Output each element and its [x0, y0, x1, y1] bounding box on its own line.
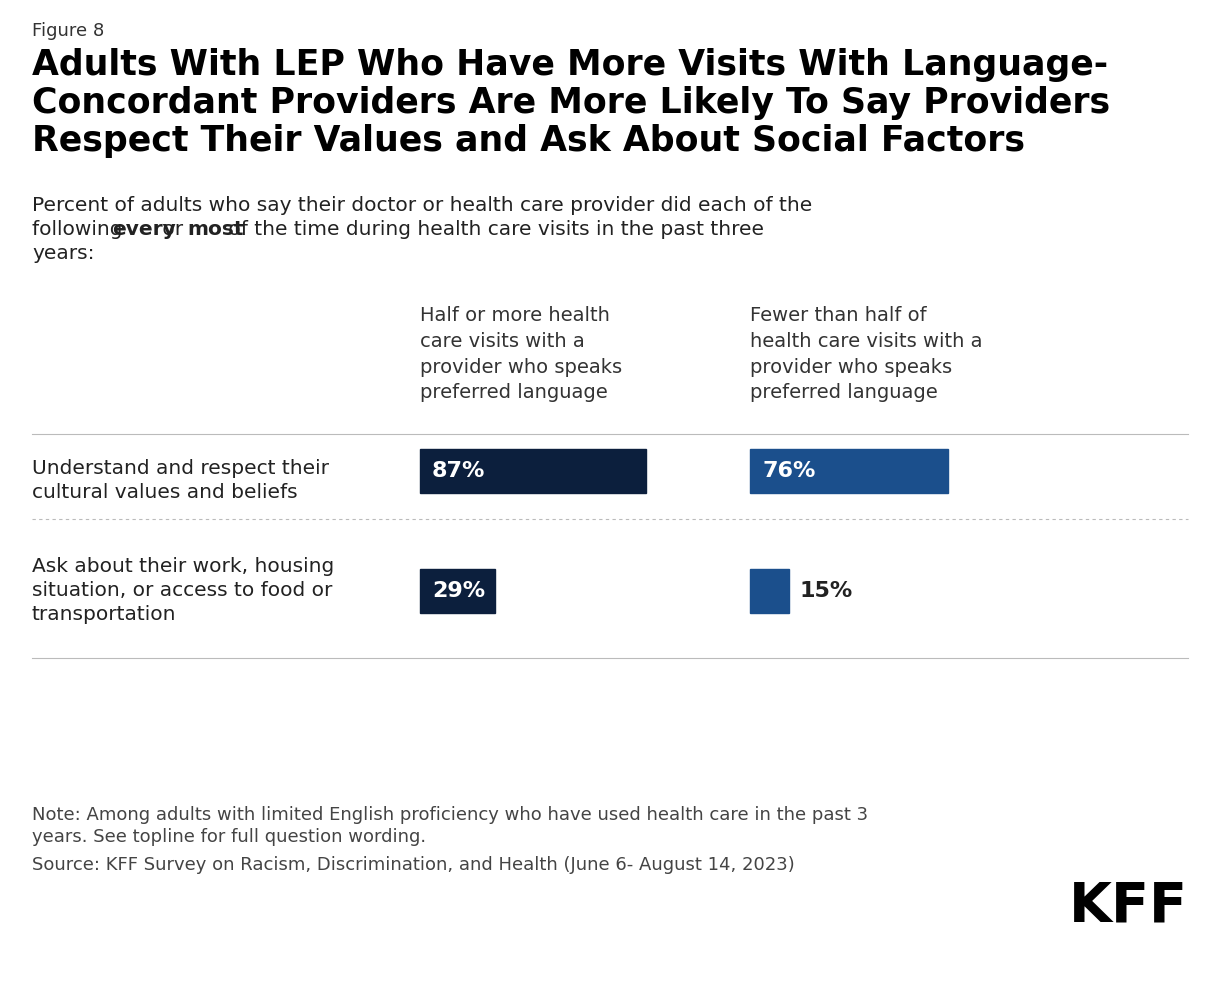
Text: or: or: [155, 220, 189, 239]
Text: 87%: 87%: [432, 461, 486, 481]
Text: Half or more health
care visits with a
provider who speaks
preferred language: Half or more health care visits with a p…: [420, 306, 622, 402]
Text: most: most: [188, 220, 244, 239]
Text: Note: Among adults with limited English proficiency who have used health care in: Note: Among adults with limited English …: [32, 806, 869, 824]
Text: Ask about their work, housing: Ask about their work, housing: [32, 557, 334, 576]
Bar: [750, 569, 789, 613]
Text: Respect Their Values and Ask About Social Factors: Respect Their Values and Ask About Socia…: [32, 124, 1025, 158]
Text: 76%: 76%: [762, 461, 815, 481]
Text: 29%: 29%: [432, 581, 486, 601]
Text: Adults With LEP Who Have More Visits With Language-: Adults With LEP Who Have More Visits Wit…: [32, 48, 1108, 82]
Text: Percent of adults who say their doctor or health care provider did each of the: Percent of adults who say their doctor o…: [32, 196, 813, 215]
Text: Source: KFF Survey on Racism, Discrimination, and Health (June 6- August 14, 202: Source: KFF Survey on Racism, Discrimina…: [32, 856, 794, 874]
Bar: [420, 569, 495, 613]
Text: following: following: [32, 220, 129, 239]
Bar: [750, 449, 948, 493]
Text: situation, or access to food or: situation, or access to food or: [32, 581, 332, 600]
Text: of the time during health care visits in the past three: of the time during health care visits in…: [222, 220, 764, 239]
Bar: [420, 449, 647, 493]
Text: Concordant Providers Are More Likely To Say Providers: Concordant Providers Are More Likely To …: [32, 86, 1110, 120]
Text: transportation: transportation: [32, 605, 177, 624]
Text: cultural values and beliefs: cultural values and beliefs: [32, 483, 298, 502]
Text: KFF: KFF: [1069, 880, 1188, 934]
Text: every: every: [112, 220, 176, 239]
Text: years. See topline for full question wording.: years. See topline for full question wor…: [32, 828, 426, 846]
Text: years:: years:: [32, 244, 94, 263]
Text: Understand and respect their: Understand and respect their: [32, 459, 329, 478]
Text: Figure 8: Figure 8: [32, 22, 104, 40]
Text: 15%: 15%: [799, 581, 853, 601]
Text: Fewer than half of
health care visits with a
provider who speaks
preferred langu: Fewer than half of health care visits wi…: [750, 306, 982, 402]
